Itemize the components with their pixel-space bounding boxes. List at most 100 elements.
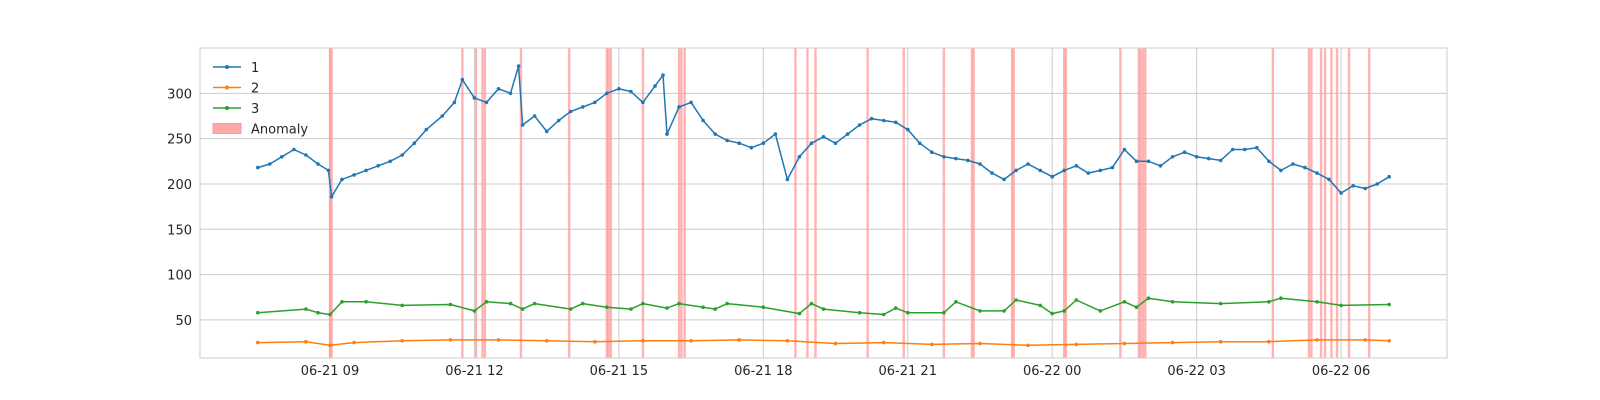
series-3-point bbox=[1170, 300, 1175, 304]
series-1-point bbox=[1279, 168, 1283, 173]
series-3-point bbox=[893, 306, 898, 310]
series-3-point bbox=[954, 300, 958, 304]
series-1-point bbox=[1074, 164, 1079, 168]
anomaly-band bbox=[1335, 48, 1339, 358]
series-3-point bbox=[340, 300, 344, 304]
series-1-point bbox=[316, 162, 320, 166]
series-2-point bbox=[1122, 341, 1127, 346]
series-3-point bbox=[400, 303, 405, 308]
legend: 1 2 3 Anomaly bbox=[212, 61, 308, 138]
series-1-point bbox=[725, 138, 729, 143]
series-3-point bbox=[316, 310, 320, 315]
anomaly-band bbox=[1367, 48, 1371, 358]
y-tick-label: 200 bbox=[167, 178, 192, 193]
series-2-point bbox=[737, 338, 741, 342]
series-1-point bbox=[713, 132, 717, 136]
legend-label-2: 2 bbox=[251, 82, 259, 97]
series-1-point bbox=[472, 96, 477, 100]
series-1-point bbox=[1339, 191, 1343, 195]
anomaly-bands bbox=[328, 48, 1371, 358]
series-3-point bbox=[304, 307, 308, 311]
series-1-point bbox=[1086, 171, 1091, 175]
anomaly-band bbox=[1010, 48, 1014, 358]
series-1-point bbox=[701, 118, 705, 123]
series-1-point bbox=[990, 171, 994, 175]
series-2-point bbox=[304, 339, 308, 344]
series-3-point bbox=[1387, 302, 1391, 307]
anomaly-band bbox=[1271, 48, 1275, 358]
series-3-point bbox=[1279, 296, 1283, 301]
series-3-point bbox=[1339, 303, 1343, 308]
series-2-point bbox=[496, 338, 501, 342]
series-2-point bbox=[641, 339, 645, 343]
anomaly-band bbox=[972, 48, 975, 358]
series-1-point bbox=[1002, 177, 1006, 182]
series-1-point bbox=[581, 105, 585, 109]
series-1-point bbox=[773, 132, 778, 136]
legend-swatch-anomaly bbox=[212, 123, 242, 134]
series-3-point bbox=[484, 300, 489, 304]
series-1-point bbox=[496, 87, 501, 91]
series-1-point bbox=[532, 114, 537, 118]
series-1-point bbox=[1327, 177, 1331, 182]
anomaly-band bbox=[1063, 48, 1066, 358]
series-1-point bbox=[761, 141, 766, 145]
series-1-point bbox=[906, 127, 910, 132]
legend-marker-1 bbox=[225, 65, 229, 69]
series-2-point bbox=[255, 340, 260, 345]
series-1-point bbox=[1351, 184, 1355, 188]
y-axis-ticks: 50 100 150 200 250 300 bbox=[167, 87, 192, 329]
series-1-point bbox=[556, 118, 561, 123]
series-1-point bbox=[292, 147, 296, 152]
anomaly-band bbox=[866, 48, 869, 358]
series-1-point bbox=[617, 87, 621, 91]
series-2-point bbox=[978, 341, 982, 346]
series-1-point bbox=[460, 77, 465, 82]
series-1-point bbox=[1194, 155, 1199, 159]
series-1-point bbox=[930, 150, 934, 154]
series-3-point bbox=[581, 301, 585, 306]
anomaly-band bbox=[677, 48, 681, 358]
series-2-point bbox=[544, 339, 549, 343]
anomaly-band bbox=[814, 48, 817, 358]
series-3-point bbox=[508, 301, 513, 306]
series-1-point bbox=[1122, 147, 1127, 152]
series-3-point bbox=[1146, 296, 1151, 301]
anomaly-band bbox=[567, 48, 571, 358]
series-1-point bbox=[833, 141, 838, 145]
series-1-point bbox=[593, 100, 597, 105]
anomaly-band bbox=[683, 48, 686, 358]
anomaly-band bbox=[794, 48, 797, 358]
series-3-point bbox=[641, 301, 645, 306]
series-2-point bbox=[328, 343, 332, 348]
series-3-point bbox=[1050, 311, 1054, 316]
legend-marker-3 bbox=[225, 106, 229, 110]
series-1-point bbox=[605, 91, 609, 96]
y-tick-label: 50 bbox=[175, 314, 192, 329]
anomaly-band bbox=[1347, 48, 1351, 358]
series-1-point bbox=[954, 156, 958, 161]
series-3-point bbox=[978, 309, 982, 313]
plot-background bbox=[200, 48, 1447, 358]
series-3-point bbox=[364, 300, 368, 304]
series-1-point bbox=[1303, 165, 1307, 170]
series-3-point bbox=[797, 311, 802, 316]
series-2-point bbox=[400, 339, 405, 343]
anomaly-band bbox=[1330, 48, 1333, 358]
series-3-point bbox=[1074, 298, 1079, 302]
series-1-point bbox=[1363, 186, 1367, 191]
series-1-point bbox=[797, 155, 802, 159]
series-2-point bbox=[833, 341, 838, 346]
anomaly-band bbox=[1139, 48, 1142, 358]
series-1-point bbox=[1134, 159, 1139, 164]
series-3-point bbox=[520, 307, 525, 311]
series-1-point bbox=[821, 135, 826, 139]
series-2-point bbox=[1170, 340, 1175, 345]
anomaly-band bbox=[970, 48, 974, 358]
x-tick-label: 06-22 03 bbox=[1167, 364, 1225, 379]
series-2-point bbox=[930, 342, 934, 347]
series-3-point bbox=[568, 307, 573, 311]
series-1-point bbox=[268, 162, 272, 166]
